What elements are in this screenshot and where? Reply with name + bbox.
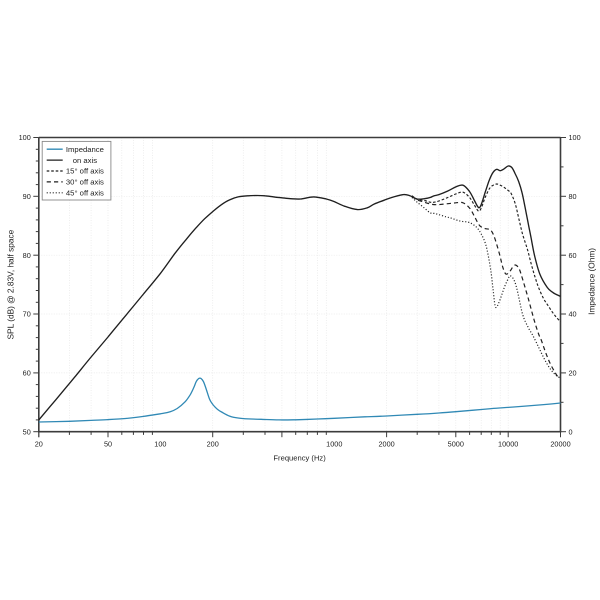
svg-text:90: 90	[23, 192, 31, 201]
svg-text:Impedance: Impedance	[66, 145, 104, 154]
svg-text:70: 70	[23, 310, 31, 319]
svg-text:15° off axis: 15° off axis	[66, 167, 104, 176]
svg-text:on axis: on axis	[73, 156, 98, 165]
svg-text:100: 100	[569, 133, 581, 142]
svg-text:60: 60	[569, 251, 577, 260]
svg-text:Impedance (Ohm): Impedance (Ohm)	[586, 248, 596, 315]
svg-text:60: 60	[23, 369, 31, 378]
svg-text:80: 80	[569, 192, 577, 201]
svg-text:0: 0	[569, 427, 573, 436]
svg-text:50: 50	[23, 427, 31, 436]
svg-text:20: 20	[569, 369, 577, 378]
svg-text:80: 80	[23, 251, 31, 260]
svg-text:10000: 10000	[498, 440, 518, 449]
svg-text:SPL (dB) @ 2.83V, half space: SPL (dB) @ 2.83V, half space	[6, 229, 16, 339]
svg-text:200: 200	[207, 440, 219, 449]
svg-text:50: 50	[104, 440, 112, 449]
svg-text:2000: 2000	[378, 440, 394, 449]
svg-text:20000: 20000	[550, 440, 570, 449]
svg-text:100: 100	[19, 133, 31, 142]
svg-text:1000: 1000	[326, 440, 342, 449]
svg-text:30° off axis: 30° off axis	[66, 178, 104, 187]
svg-text:40: 40	[569, 310, 577, 319]
svg-text:20: 20	[35, 440, 43, 449]
svg-text:5000: 5000	[448, 440, 464, 449]
svg-text:100: 100	[154, 440, 166, 449]
svg-text:Frequency (Hz): Frequency (Hz)	[273, 454, 326, 463]
svg-text:45° off axis: 45° off axis	[66, 189, 104, 198]
